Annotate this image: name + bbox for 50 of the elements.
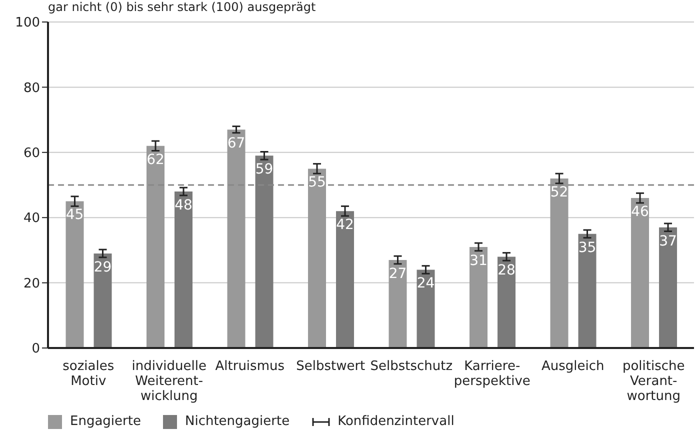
bar xyxy=(94,253,112,348)
y-tick-label: 80 xyxy=(23,80,40,96)
x-tick-label: Karriere- perspektive xyxy=(454,359,530,389)
bar xyxy=(66,201,84,348)
y-tick-label: 60 xyxy=(23,146,40,162)
data-label: 31 xyxy=(470,252,488,269)
data-label: 37 xyxy=(659,233,677,250)
bar xyxy=(255,156,274,348)
bar xyxy=(336,211,354,348)
x-tick-label: Selbstwert xyxy=(296,359,366,374)
x-tick-label: Altruismus xyxy=(215,359,285,374)
x-tick-label: politische Verant- wortung xyxy=(622,359,685,404)
x-tick-label: Ausgleich xyxy=(541,359,604,374)
bar xyxy=(631,198,650,348)
legend-label: Nichtengagierte xyxy=(184,414,290,429)
data-label: 46 xyxy=(631,204,650,220)
bar xyxy=(470,246,488,348)
text: Konfidenzintervall xyxy=(336,414,454,429)
bar xyxy=(498,256,516,348)
bar xyxy=(578,234,596,348)
data-label: 48 xyxy=(174,197,192,214)
bar xyxy=(227,130,246,348)
legend-label: Engagierte xyxy=(69,414,141,429)
x-tick-label: soziales Motiv xyxy=(62,359,114,389)
bar xyxy=(146,146,165,348)
chart-subtitle: gar nicht (0) bis sehr stark (100) ausgeprägt xyxy=(48,0,316,14)
y-tick-label: 40 xyxy=(23,211,40,226)
data-label: 27 xyxy=(388,266,407,282)
bar xyxy=(659,227,678,348)
bar xyxy=(308,168,326,348)
y-tick-label: 0 xyxy=(32,342,40,357)
y-tick-label: 100 xyxy=(15,16,40,31)
data-label: 59 xyxy=(255,162,274,178)
data-label: 55 xyxy=(308,174,326,191)
data-label: 42 xyxy=(336,217,354,234)
bar xyxy=(388,260,407,348)
x-tick-label: individuelle Weiterent- wicklung xyxy=(132,359,206,404)
data-label: 45 xyxy=(66,207,84,224)
bar xyxy=(550,178,568,348)
data-label: 52 xyxy=(550,184,568,200)
data-label: 67 xyxy=(227,136,246,152)
bar xyxy=(416,270,435,348)
data-label: 29 xyxy=(94,259,112,276)
data-label: 62 xyxy=(146,152,164,168)
x-tick-label: Selbstschutz xyxy=(370,359,453,374)
y-tick-label: 20 xyxy=(23,276,40,292)
data-label: 24 xyxy=(416,276,435,292)
data-label: 28 xyxy=(498,262,516,279)
data-label: 35 xyxy=(578,240,596,256)
bar xyxy=(174,192,193,348)
